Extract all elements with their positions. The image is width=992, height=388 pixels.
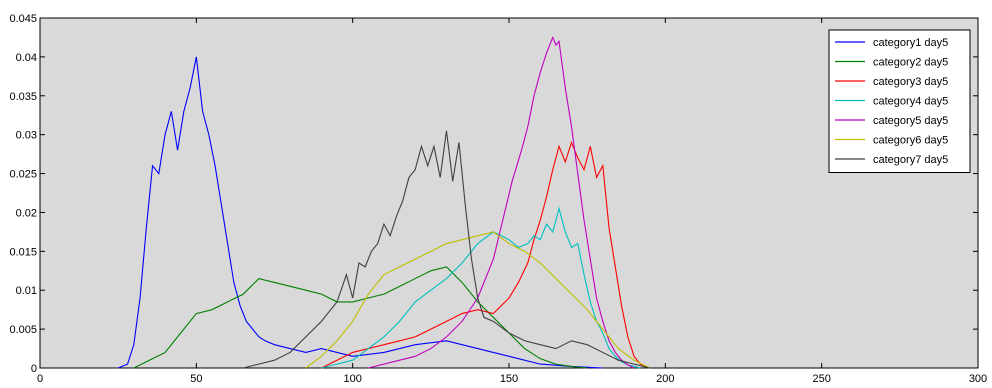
series-line-6 xyxy=(305,231,650,369)
series-line-4 xyxy=(321,206,641,369)
legend-label: category5 day5 xyxy=(873,115,948,127)
y-tick-label: 0.04 xyxy=(16,52,37,64)
x-tick-label: 0 xyxy=(37,373,43,383)
series-line-1 xyxy=(117,56,603,369)
y-axis: 0 0.005 0.01 0.015 0.02 0.025 0.03 0.035 0.04 0.0… xyxy=(9,13,978,375)
legend-label: category6 day5 xyxy=(873,135,948,147)
legend-box xyxy=(828,29,971,173)
y-tick-label: 0.03 xyxy=(16,130,37,142)
x-tick-label: 200 xyxy=(656,373,674,383)
x-tick-label: 250 xyxy=(812,373,830,383)
y-tick-label: 0.02 xyxy=(16,207,37,219)
legend-label: category2 day5 xyxy=(873,57,948,69)
series-line-5 xyxy=(368,35,635,369)
series-line-3 xyxy=(321,140,650,369)
y-tick-label: 0.045 xyxy=(9,13,37,25)
x-tick-label: 50 xyxy=(190,373,202,383)
y-tick-label: 0.01 xyxy=(16,285,37,297)
y-tick-label: 0.025 xyxy=(9,169,37,181)
x-tick-label: 150 xyxy=(500,373,518,383)
legend-label: category4 day5 xyxy=(873,96,948,108)
series-layer xyxy=(117,35,650,369)
legend-label: category1 day5 xyxy=(873,37,948,49)
x-axis: 0 50 100 150 200 250 300 xyxy=(37,18,987,385)
y-tick-label: 0 xyxy=(31,363,37,375)
series-line-2 xyxy=(133,266,588,369)
y-tick-label: 0.005 xyxy=(9,324,37,336)
legend-label: category7 day5 xyxy=(873,154,948,166)
legend-label: category3 day5 xyxy=(873,76,948,88)
legend: category1 day5 category2 day5 category3 da… xyxy=(828,29,971,173)
x-tick-label: 300 xyxy=(969,373,987,383)
y-tick-label: 0.015 xyxy=(9,246,37,258)
x-tick-label: 100 xyxy=(343,373,361,383)
series-line-7 xyxy=(243,130,650,369)
y-tick-label: 0.035 xyxy=(9,91,37,103)
